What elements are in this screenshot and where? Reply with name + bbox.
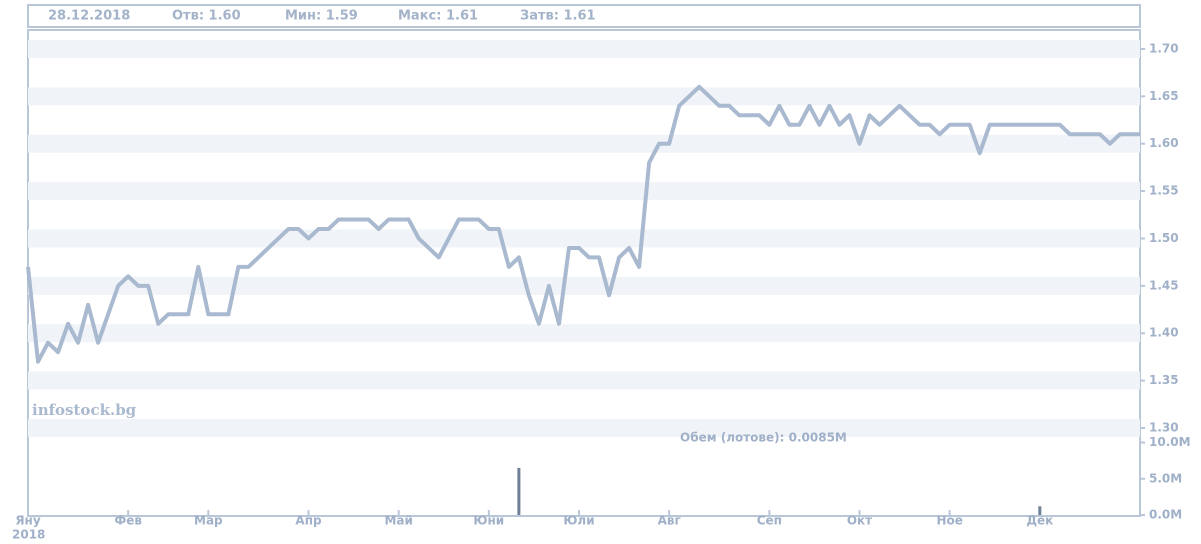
x-tick-label: Яну — [15, 514, 41, 528]
watermark: infostock.bg — [32, 401, 137, 419]
x-tick-label: Дек — [1026, 514, 1053, 528]
header-low: Мин: 1.59 — [285, 9, 358, 24]
y-tick-label: 1.55 — [1149, 184, 1179, 198]
y-tick-label: 10.0M — [1149, 435, 1191, 449]
volume-bar — [517, 467, 521, 515]
x-tick-label: Юли — [563, 514, 594, 528]
y-tick-label: 1.45 — [1149, 278, 1179, 292]
header-close: Затв: 1.61 — [520, 9, 596, 24]
y-tick-label: 0.0M — [1149, 508, 1182, 522]
volume-panel — [27, 427, 1141, 517]
y-tick-label: 1.40 — [1149, 326, 1179, 340]
x-tick-label: Апр — [295, 514, 322, 528]
y-tick-label: 5.0M — [1149, 471, 1182, 485]
x-tick-label: Фев — [114, 514, 142, 528]
volume-title: Обем (лотове): 0.0085M — [680, 431, 847, 445]
y-tick-label: 1.70 — [1149, 41, 1179, 55]
header-high: Макс: 1.61 — [398, 9, 478, 24]
x-tick-label: Авг — [658, 514, 681, 528]
x-tick-label: Ное — [936, 514, 962, 528]
x-tick-label: Сеп — [757, 514, 782, 528]
y-tick-label: 1.60 — [1149, 136, 1179, 150]
year-label: 2018 — [12, 528, 45, 542]
x-tick-label: Юни — [473, 514, 504, 528]
header-bar — [27, 4, 1141, 28]
header-date: 28.12.2018 — [48, 9, 130, 24]
y-tick-label: 1.65 — [1149, 89, 1179, 103]
volume-bar — [1038, 506, 1042, 515]
price-line — [26, 84, 1140, 364]
y-tick-label: 1.30 — [1149, 421, 1179, 435]
x-tick-label: Мар — [194, 514, 223, 528]
y-tick-label: 1.50 — [1149, 231, 1179, 245]
y-tick-label: 1.35 — [1149, 373, 1179, 387]
x-tick-label: Май — [384, 514, 412, 528]
header-open: Отв: 1.60 — [172, 9, 241, 24]
x-tick-label: Окт — [847, 514, 872, 528]
